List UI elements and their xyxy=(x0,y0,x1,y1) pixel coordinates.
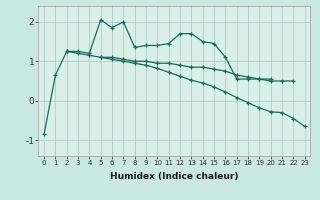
X-axis label: Humidex (Indice chaleur): Humidex (Indice chaleur) xyxy=(110,172,239,181)
